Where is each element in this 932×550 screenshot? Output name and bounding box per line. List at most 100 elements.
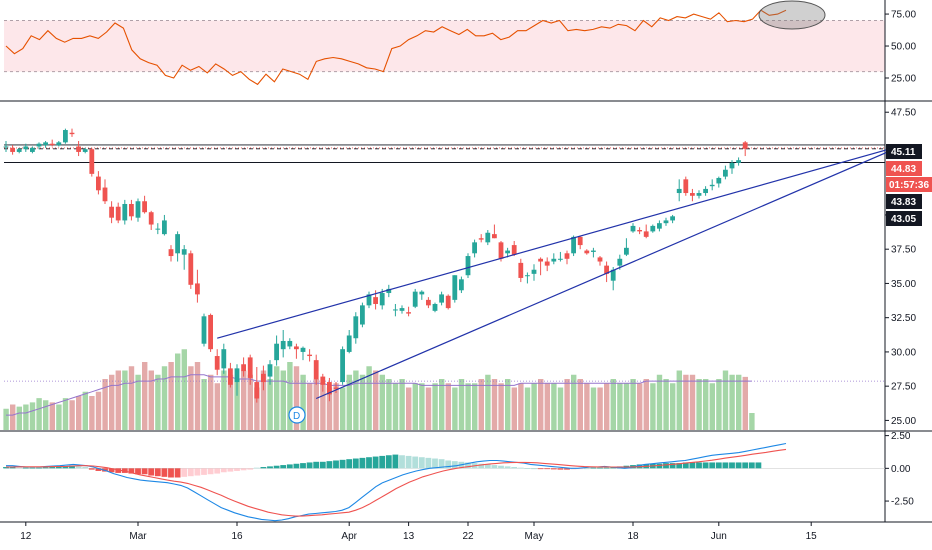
dividend-marker[interactable] [288, 406, 306, 424]
macd-histogram-bar [42, 467, 49, 469]
macd-histogram-bar [372, 456, 379, 469]
macd-histogram-bar [491, 465, 498, 469]
volume-bar [260, 370, 267, 430]
level-a-badge: 43.83 [891, 197, 916, 208]
volume-bar [168, 362, 174, 430]
candle-body [478, 238, 484, 240]
candle-body [320, 376, 326, 385]
macd-histogram-bar [187, 468, 194, 477]
macd-histogram-bar [16, 467, 23, 469]
wedge-upper-line [217, 144, 904, 339]
macd-histogram-bar [346, 459, 353, 469]
macd-histogram-bar [517, 467, 524, 469]
macd-histogram-bar [214, 468, 221, 474]
rising-wedge-drawing[interactable] [217, 144, 904, 400]
macd-histogram-bar [194, 468, 201, 476]
volume-bar [406, 387, 412, 430]
candle-body [353, 316, 359, 339]
volume-bar [518, 383, 524, 430]
candle-body [135, 201, 141, 218]
macd-histogram-bar [418, 457, 425, 469]
macd-histogram-bar [511, 467, 518, 469]
volume-ma [6, 374, 752, 416]
candle-body [142, 201, 147, 213]
macd-histogram-bar [656, 463, 663, 469]
volume-bar [201, 379, 207, 430]
macd-histogram-bar [735, 462, 742, 469]
candle-body [558, 258, 563, 260]
candle-body [3, 146, 9, 148]
volume-bar [663, 379, 669, 430]
candle-body [716, 177, 722, 184]
volume-bar [564, 379, 570, 430]
macd-histogram-bar [478, 463, 485, 469]
macd-histogram-bar [286, 464, 293, 469]
volume-bar [16, 406, 22, 430]
volume-bar [709, 383, 715, 430]
last-close-badge: 44.83 [891, 164, 916, 175]
rsi-highlight-ellipse[interactable] [758, 0, 826, 30]
volume-bar [749, 413, 755, 430]
price-badges: 45.11 44.83 01:57:36 43.83 43.05 [886, 144, 932, 226]
volume-bar [557, 387, 564, 430]
volume-bar [722, 370, 729, 430]
volume-bar [604, 383, 610, 430]
macd-histogram-bar [319, 461, 326, 469]
candle-body [109, 206, 114, 218]
candle-body [307, 354, 312, 357]
candle-body [439, 294, 444, 303]
macd-histogram-bar [715, 462, 722, 469]
candle-body [544, 261, 550, 266]
macd-histogram-bar [524, 468, 531, 469]
volume-bar [227, 374, 234, 430]
candle-body [663, 220, 669, 224]
candle-body [709, 184, 715, 187]
candle-body [690, 193, 695, 196]
candle-body [241, 364, 246, 372]
candle-body [63, 130, 68, 143]
volume-bar [577, 379, 583, 430]
volume-bar [597, 387, 603, 430]
macd-histogram-bar [82, 467, 89, 469]
volume-bar [89, 396, 95, 430]
candle-body [564, 253, 570, 259]
macd-histogram-bar [405, 455, 412, 469]
candle-body [56, 142, 62, 146]
candle-body [234, 368, 240, 383]
macd-histogram-bar [128, 468, 135, 474]
candlesticks[interactable] [3, 128, 748, 403]
volume-bar [683, 374, 689, 430]
candle-body [195, 283, 200, 295]
macd-pane[interactable] [3, 442, 885, 522]
volume-bar [188, 366, 194, 430]
candle-body [445, 295, 451, 309]
candle-body [366, 294, 372, 306]
candle-body [162, 220, 167, 235]
macd-histogram-bar [425, 457, 432, 469]
volume-bar [49, 402, 55, 430]
candle-body [597, 257, 603, 262]
macd-histogram-bar [451, 461, 458, 469]
macd-histogram-bar [135, 468, 141, 475]
candle-body [327, 382, 332, 395]
candle-body [498, 242, 504, 259]
candle-body [373, 297, 378, 304]
candle-body [340, 349, 345, 383]
volume-bar [56, 404, 62, 430]
macd-line [6, 442, 787, 522]
volume-bar [3, 408, 9, 430]
volume-bar [656, 374, 663, 430]
volume-bar [630, 379, 636, 430]
volume-bar [392, 383, 399, 430]
volume-bar [498, 383, 504, 430]
pane-separators [0, 0, 932, 523]
macd-histogram-bar [392, 454, 399, 469]
macd-histogram-bar [755, 462, 762, 469]
macd-histogram-bar [484, 464, 491, 469]
candle-body [736, 160, 741, 163]
rsi-pane[interactable] [5, 9, 787, 86]
volume-bar [287, 362, 293, 430]
candle-body [399, 308, 405, 311]
volume-bar [36, 398, 42, 430]
